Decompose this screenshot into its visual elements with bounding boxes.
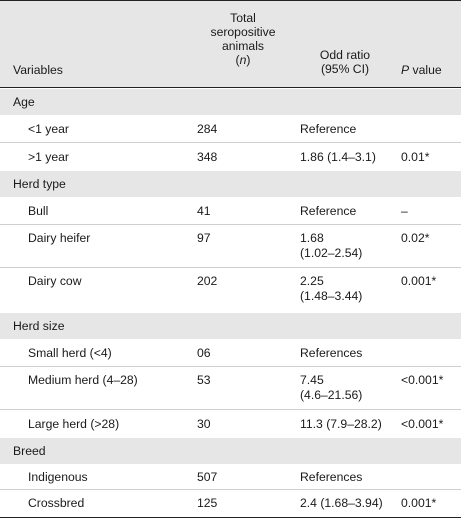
row-p-value: 0.02* <box>401 231 430 245</box>
row-odd-ratio: 1.86 (1.4–3.1) <box>300 150 376 164</box>
section-title: Age <box>13 95 35 109</box>
row-odd-ratio: 7.45 (4.6–21.56) <box>300 373 396 403</box>
header-n-open: ( <box>235 53 240 67</box>
row-count: 125 <box>197 496 218 510</box>
row-p-value: 0.001* <box>401 274 437 288</box>
row-odd-ratio: 1.68 (1.02–2.54) <box>300 231 396 261</box>
table-row: Crossbred 125 2.4 (1.68–3.94) 0.001* <box>0 490 461 517</box>
row-count: 53 <box>197 373 211 387</box>
row-odd-ratio: References <box>300 346 363 360</box>
table-row: Large herd (>28) 30 11.3 (7.9–28.2) <0.0… <box>0 410 461 438</box>
table-bottom-rule <box>0 517 461 518</box>
header-n-close: ) <box>246 53 251 67</box>
table-row: Medium herd (4–28) 53 7.45 (4.6–21.56) <0… <box>0 367 461 410</box>
row-variable: Small herd (<4) <box>28 346 112 360</box>
row-count: 348 <box>197 150 218 164</box>
row-odd-ratio: Reference <box>300 204 357 218</box>
header-total-line2: seropositive <box>210 25 276 39</box>
row-p-value: 0.001* <box>401 496 437 510</box>
header-variables: Variables <box>13 63 63 77</box>
row-p-value: – <box>401 204 408 218</box>
section-breed: Breed <box>0 438 461 464</box>
header-total-line4: (n) <box>183 53 303 67</box>
row-variable: Bull <box>28 204 49 218</box>
header-total-line3: animals <box>222 39 264 53</box>
row-odd-ratio: 2.25 (1.48–3.44) <box>300 274 396 304</box>
row-p-value: <0.001* <box>401 373 444 387</box>
odd-ratio-estimate: 1.68 <box>300 231 324 245</box>
row-variable: Dairy heifer <box>28 231 91 245</box>
row-odd-ratio: Reference <box>300 122 357 136</box>
row-variable: <1 year <box>28 122 69 136</box>
header-p-italic: P <box>401 63 410 77</box>
row-count: 507 <box>197 470 218 484</box>
table-header: Variables Total seropositive animals (n)… <box>0 0 461 88</box>
row-count: 41 <box>197 204 211 218</box>
odd-ratio-ci: (1.02–2.54) <box>300 246 363 260</box>
table-row: Small herd (<4) 06 References <box>0 339 461 367</box>
row-odd-ratio: 2.4 (1.68–3.94) <box>300 496 383 510</box>
header-p-value: P value <box>401 63 442 77</box>
row-variable: Medium herd (4–28) <box>28 373 138 387</box>
odd-ratio-ci: (4.6–21.56) <box>300 388 363 402</box>
header-odd-ratio: Odd ratio (95% CI) <box>300 48 390 76</box>
row-variable: Dairy cow <box>28 274 82 288</box>
header-total-seropositive: Total seropositive animals (n) <box>183 11 303 67</box>
row-odd-ratio: References <box>300 470 363 484</box>
row-variable: >1 year <box>28 150 69 164</box>
odd-ratio-estimate: 2.25 <box>300 274 324 288</box>
row-p-value: 0.01* <box>401 150 430 164</box>
table-row: Dairy heifer 97 1.68 (1.02–2.54) 0.02* <box>0 225 461 268</box>
header-total-line1: Total <box>230 11 256 25</box>
row-count: 06 <box>197 346 211 360</box>
row-count: 202 <box>197 274 218 288</box>
section-age: Age <box>0 89 461 115</box>
table-row: Bull 41 Reference – <box>0 197 461 225</box>
header-odd-line1: Odd ratio <box>319 48 371 62</box>
section-title: Herd type <box>13 177 66 191</box>
header-n-italic: n <box>239 53 247 67</box>
row-p-value: <0.001* <box>401 417 444 431</box>
section-herd-size: Herd size <box>0 313 461 339</box>
row-count: 284 <box>197 122 218 136</box>
row-count: 30 <box>197 417 211 431</box>
odd-ratio-ci: (1.48–3.44) <box>300 289 363 303</box>
table-row: >1 year 348 1.86 (1.4–3.1) 0.01* <box>0 143 461 171</box>
row-variable: Crossbred <box>28 496 85 510</box>
table-row: <1 year 284 Reference <box>0 115 461 143</box>
section-title: Herd size <box>13 319 65 333</box>
table-row: Indigenous 507 References <box>0 464 461 490</box>
row-variable: Indigenous <box>28 470 88 484</box>
section-herd-type: Herd type <box>0 171 461 197</box>
header-odd-line2: (95% CI) <box>320 62 370 76</box>
table-row: Dairy cow 202 2.25 (1.48–3.44) 0.001* <box>0 268 461 313</box>
odd-ratio-estimate: 7.45 <box>300 373 324 387</box>
row-variable: Large herd (>28) <box>28 417 120 431</box>
header-p-rest: value <box>409 63 442 77</box>
section-title: Breed <box>13 444 46 458</box>
row-count: 97 <box>197 231 211 245</box>
row-odd-ratio: 11.3 (7.9–28.2) <box>300 417 382 431</box>
